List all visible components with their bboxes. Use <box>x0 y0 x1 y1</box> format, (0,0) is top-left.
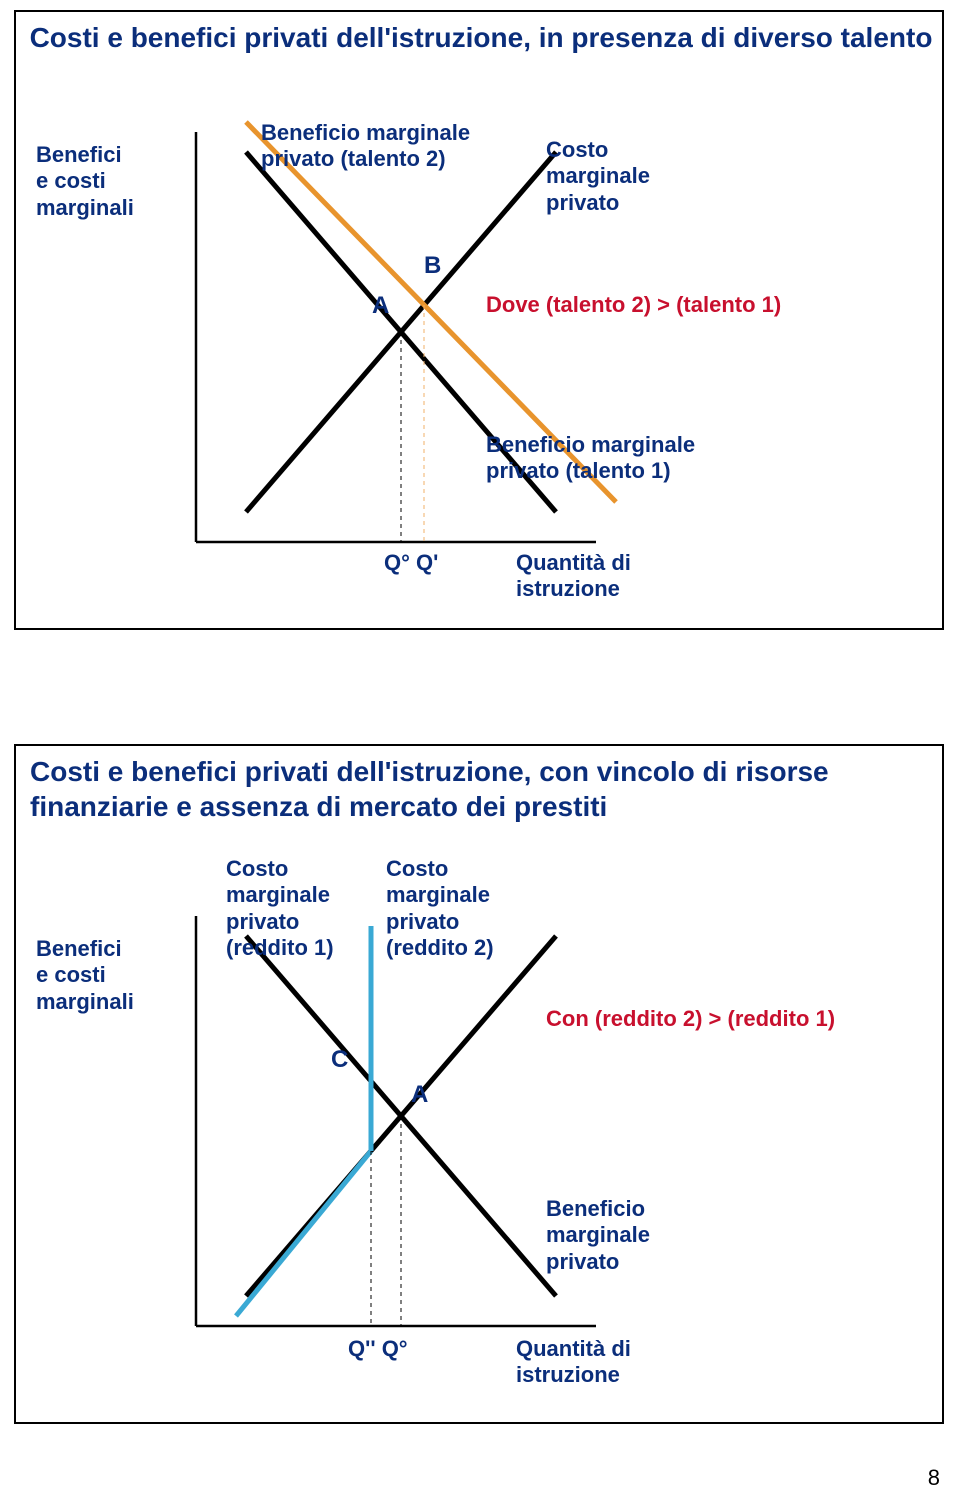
panel2-svg <box>16 746 946 1426</box>
panel2-yaxis-label: Benefici e costi marginali <box>36 936 134 1015</box>
panel-2: Costi e benefici privati dell'istruzione… <box>14 744 944 1424</box>
panel1-xaxis-label: Quantità di istruzione <box>516 550 631 603</box>
panel2-cost-r2-label: Costo marginale privato (reddito 2) <box>386 856 494 962</box>
panel1-yaxis-label: Benefici e costi marginali <box>36 142 134 221</box>
panel1-benefit-t2-label: Beneficio marginale privato (talento 2) <box>261 120 470 173</box>
page-number: 8 <box>928 1465 940 1491</box>
panel1-cost-label: Costo marginale privato <box>546 137 650 216</box>
panel2-point-c: C <box>331 1046 348 1075</box>
panel-1: Costi e benefici privati dell'istruzione… <box>14 10 944 630</box>
panel2-benefit-label: Beneficio marginale privato <box>546 1196 650 1275</box>
panel2-cost-r1-label: Costo marginale privato (reddito 1) <box>226 856 334 962</box>
panel2-q-labels: Q'' Q° <box>348 1336 408 1362</box>
panel2-point-a: A <box>411 1081 428 1110</box>
panel1-dove-label: Dove (talento 2) > (talento 1) <box>486 292 781 318</box>
panel1-benefit-t1-label: Beneficio marginale privato (talento 1) <box>486 432 695 485</box>
panel1-q-labels: Q° Q' <box>384 550 438 576</box>
panel2-con-label: Con (reddito 2) > (reddito 1) <box>546 1006 835 1032</box>
panel2-xaxis-label: Quantità di istruzione <box>516 1336 631 1389</box>
panel1-point-b: B <box>424 252 441 281</box>
panel1-point-a: A <box>372 292 389 321</box>
panel1-svg <box>16 12 946 632</box>
